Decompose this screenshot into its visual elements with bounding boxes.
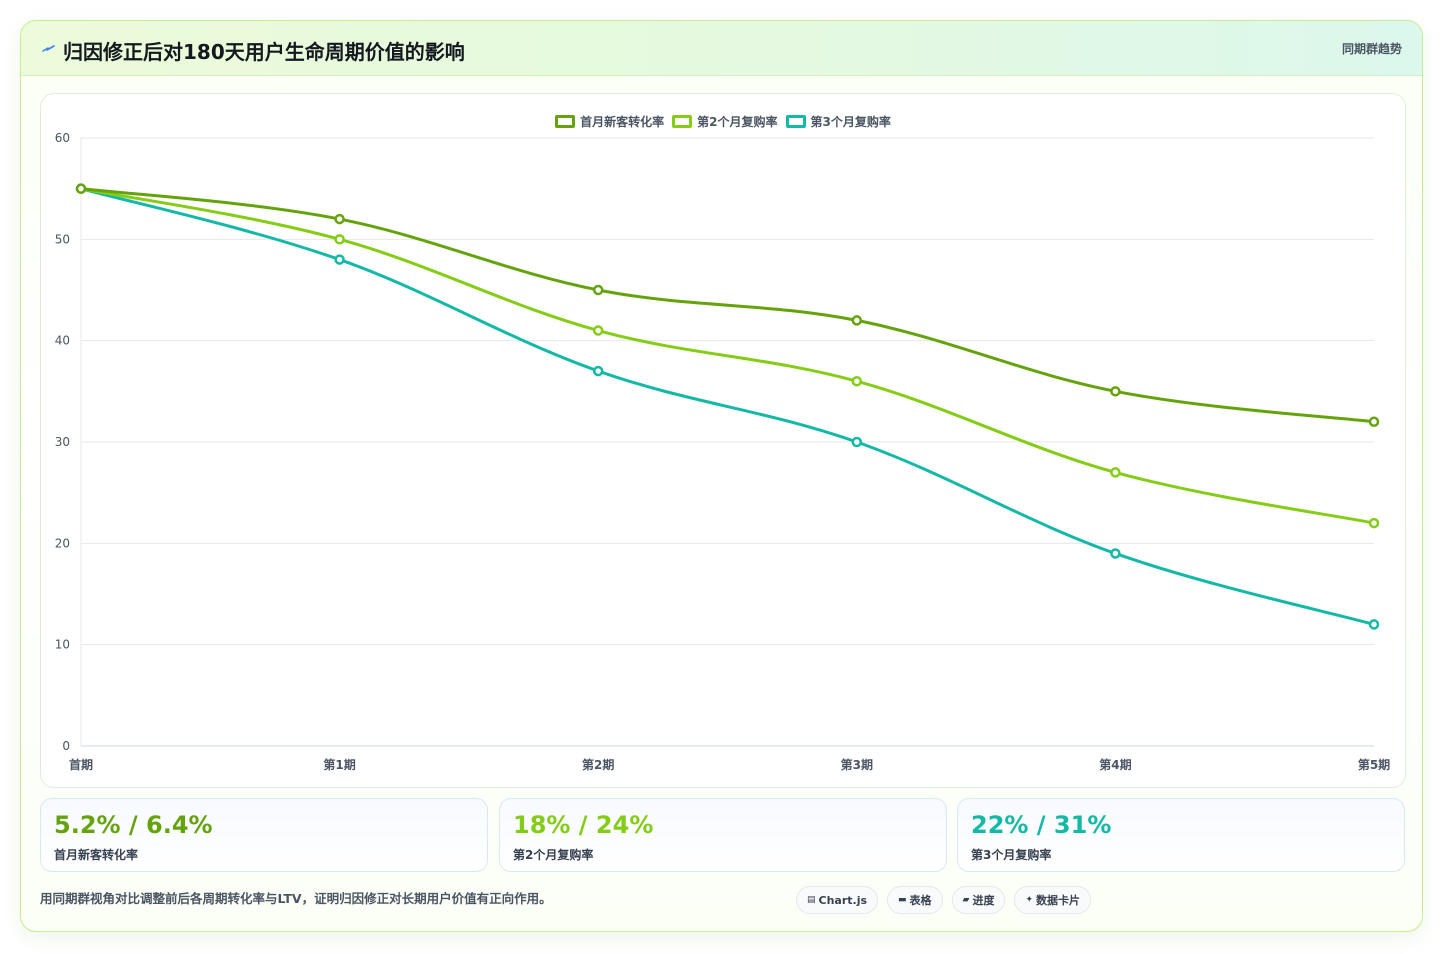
lightning-icon [42, 45, 55, 52]
tag-label: 进度 [972, 894, 995, 907]
table-icon: ▬ [898, 895, 907, 905]
y-tick-label: 20 [55, 536, 70, 550]
tag-label: Chart.js [818, 893, 868, 907]
tag-label: 数据卡片 [1036, 894, 1081, 907]
data-point [1368, 517, 1380, 529]
chart-icon: ▤ [807, 895, 816, 905]
y-tick-label: 30 [55, 435, 70, 449]
kpi-label: 首月新客转化率 [54, 848, 139, 862]
kpi-value: 18% / 24% [513, 811, 654, 839]
y-tick-label: 40 [55, 334, 70, 348]
y-tick-label: 0 [62, 739, 70, 753]
x-tick-label: 第1期 [323, 757, 355, 772]
tag-table[interactable]: ▬ 表格 [887, 886, 943, 914]
data-point [592, 284, 604, 296]
legend-swatch [672, 115, 693, 128]
data-point [851, 315, 863, 326]
legend-label: 首月新客转化率 [580, 115, 665, 129]
data-point [851, 436, 863, 448]
kpi-value: 5.2% / 6.4% [54, 811, 213, 839]
legend-label: 第2个月复购率 [697, 115, 778, 129]
legend-item-series-1[interactable]: 首月新客转化率 [555, 113, 664, 130]
data-point [334, 213, 345, 225]
series-line-1 [79, 187, 1376, 424]
data-point [851, 375, 863, 387]
x-tick-label: 第5期 [1358, 757, 1390, 772]
kpi-label: 第3个月复购率 [971, 848, 1052, 862]
tag-data-card[interactable]: ✦ 数据卡片 [1014, 886, 1092, 914]
series-line-2 [79, 187, 1376, 525]
y-tick-label: 60 [55, 131, 70, 145]
chart-description: 用同期群视角对比调整前后各周期转化率与LTV，证明归因修正对长期用户价值有正向作… [40, 891, 552, 906]
page-title: 归因修正后对180天用户生命周期价值的影响 [63, 40, 465, 64]
data-point [1368, 416, 1380, 427]
line-chart: 0 10 20 30 40 50 60 首期 第1期 第2期 第3期 第4期 第5期 首月新客转化率 第… [40, 93, 1406, 788]
y-tick-label: 50 [55, 232, 70, 246]
progress-icon: ▰ [962, 895, 970, 905]
data-point [334, 254, 345, 265]
legend-item-series-2[interactable]: 第2个月复购率 [672, 113, 778, 130]
kpi-card-2: 18% / 24% 第2个月复购率 [499, 798, 947, 872]
data-point [334, 234, 345, 245]
tag-label: 表格 [909, 894, 932, 907]
x-tick-label: 第3期 [841, 757, 873, 772]
chart-canvas: 0 10 20 30 40 50 60 首期 第1期 第2期 第3期 第4期 第5期 [55, 131, 1390, 772]
chart-legend: 首月新客转化率 第2个月复购率 第3个月复购率 [41, 113, 1405, 130]
tech-tags: ▤ Chart.js ▬ 表格 ▰ 进度 ✦ 数据卡片 [796, 886, 1092, 914]
x-tick-label: 第2期 [582, 757, 614, 772]
data-point [1110, 548, 1121, 559]
data-point [75, 183, 87, 194]
legend-label: 第3个月复购率 [810, 115, 891, 129]
legend-swatch [785, 115, 806, 128]
data-point [1368, 619, 1380, 630]
x-tick-label: 首期 [69, 757, 93, 772]
data-point [592, 365, 604, 377]
tag-chartjs[interactable]: ▤ Chart.js [796, 886, 879, 914]
y-tick-label: 10 [55, 638, 70, 652]
sparkle-icon: ✦ [1025, 895, 1034, 905]
data-point [1110, 386, 1121, 397]
card-header: 归因修正后对180天用户生命周期价值的影响 同期群趋势 [21, 21, 1422, 76]
kpi-label: 第2个月复购率 [513, 848, 594, 862]
tag-progress[interactable]: ▰ 进度 [951, 886, 1006, 914]
data-point [592, 325, 604, 336]
chart-card: 归因修正后对180天用户生命周期价值的影响 同期群趋势 0 10 20 30 40 50 6… [20, 20, 1423, 932]
data-point [1110, 467, 1121, 478]
cohort-trend-link[interactable]: 同期群趋势 [1341, 42, 1402, 56]
legend-swatch [555, 115, 576, 128]
kpi-value: 22% / 31% [971, 811, 1112, 839]
series-line-3 [79, 187, 1376, 626]
kpi-card-3: 22% / 31% 第3个月复购率 [957, 798, 1405, 872]
x-tick-label: 第4期 [1099, 757, 1131, 772]
legend-item-series-3[interactable]: 第3个月复购率 [785, 113, 891, 130]
kpi-card-1: 5.2% / 6.4% 首月新客转化率 [40, 798, 488, 872]
